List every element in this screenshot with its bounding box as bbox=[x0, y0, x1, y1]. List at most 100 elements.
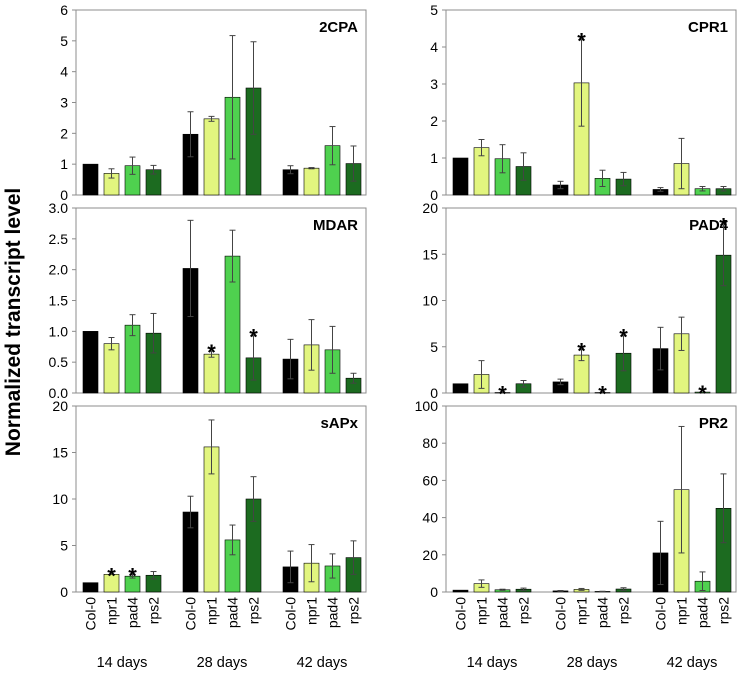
genotype-label: rps2 bbox=[346, 597, 362, 624]
y-tick-label: 1.0 bbox=[49, 323, 69, 339]
day-label: 14 days bbox=[467, 655, 518, 671]
y-tick-label: 0.5 bbox=[49, 354, 69, 370]
genotype-label: Col-0 bbox=[453, 597, 469, 631]
y-tick-label: 60 bbox=[422, 472, 438, 488]
significance-star: * bbox=[577, 339, 586, 364]
panel-cpr1: 0 1 2 3 4 5 CPR1 * bbox=[430, 2, 737, 203]
significance-star: * bbox=[249, 325, 258, 350]
significance-star: * bbox=[698, 381, 707, 406]
genotype-label: npr1 bbox=[204, 597, 220, 625]
bar-pad4 bbox=[494, 392, 511, 394]
genotype-label: rps2 bbox=[716, 597, 732, 624]
panel-frame bbox=[445, 9, 737, 196]
significance-star: * bbox=[207, 340, 216, 365]
y-tick-label: 0 bbox=[430, 187, 438, 203]
panel-2cpa: 0 1 2 3 4 5 6 2CPA bbox=[60, 2, 367, 203]
panel-title: 2CPA bbox=[319, 19, 358, 36]
bar-npr1 bbox=[203, 118, 220, 196]
y-tick-label: 10 bbox=[422, 293, 438, 309]
y-tick-label: 20 bbox=[422, 200, 438, 216]
genotype-label: Col-0 bbox=[283, 597, 299, 631]
genotype-label: pad4 bbox=[595, 597, 611, 628]
y-tick-label: 3.0 bbox=[49, 200, 69, 216]
bar-npr1 bbox=[103, 343, 120, 394]
genotype-label: Col-0 bbox=[653, 597, 669, 631]
y-tick-label: 1 bbox=[60, 156, 68, 172]
panels: 0 1 2 3 4 5 6 2CPA 0 1 2 3 4 5 CPR1 * 0.0 0.5 1.0 1.5 2.0 2.5… bbox=[49, 2, 737, 671]
day-label: 28 days bbox=[197, 655, 248, 671]
y-tick-label: 2 bbox=[60, 125, 68, 141]
y-tick-label: 6 bbox=[60, 2, 68, 18]
y-tick-label: 3 bbox=[60, 95, 68, 111]
y-tick-label: 0 bbox=[430, 385, 438, 401]
genotype-label: Col-0 bbox=[553, 597, 569, 631]
y-tick-label: 4 bbox=[430, 39, 438, 55]
bar-col-0 bbox=[452, 383, 469, 394]
y-tick-label: 4 bbox=[60, 64, 68, 80]
day-label: 28 days bbox=[567, 655, 618, 671]
genotype-label: pad4 bbox=[695, 597, 711, 628]
bar-col-0 bbox=[452, 157, 469, 196]
bar-col-0 bbox=[82, 582, 99, 593]
bar-npr1 bbox=[303, 167, 320, 196]
y-tick-label: 15 bbox=[422, 246, 438, 262]
significance-star: * bbox=[719, 214, 728, 239]
y-tick-label: 3 bbox=[430, 76, 438, 92]
genotype-label: rps2 bbox=[516, 597, 532, 624]
day-label: 42 days bbox=[297, 655, 348, 671]
y-tick-label: 5 bbox=[430, 2, 438, 18]
bar-pad4 bbox=[694, 391, 711, 394]
panel-frame bbox=[75, 405, 367, 593]
y-tick-label: 80 bbox=[422, 435, 438, 451]
y-tick-label: 2 bbox=[430, 113, 438, 129]
panel-frame bbox=[75, 9, 367, 196]
significance-star: * bbox=[598, 382, 607, 407]
panel-frame bbox=[445, 207, 737, 394]
y-tick-label: 20 bbox=[422, 547, 438, 563]
genotype-label: npr1 bbox=[304, 597, 320, 625]
panel-frame bbox=[75, 207, 367, 394]
x-axis-labels-left: Col-0 npr1 pad4 rps2 14 days Col-0 npr1 pad4 rps… bbox=[83, 597, 362, 671]
genotype-label: npr1 bbox=[574, 597, 590, 625]
panel-frame bbox=[445, 405, 737, 593]
significance-star: * bbox=[498, 382, 507, 407]
y-tick-label: 20 bbox=[52, 398, 68, 414]
y-tick-label: 2.5 bbox=[49, 231, 69, 247]
day-label: 14 days bbox=[97, 655, 148, 671]
significance-star: * bbox=[107, 563, 116, 588]
panel-sapx: 0 5 10 15 20 sAPx * * bbox=[52, 398, 367, 600]
y-tick-label: 2.0 bbox=[49, 262, 69, 278]
y-tick-label: 5 bbox=[430, 339, 438, 355]
y-tick-label: 1.5 bbox=[49, 293, 69, 309]
x-axis-labels-right: Col-0 npr1 pad4 rps2 14 days Col-0 npr1 pad4 rps… bbox=[453, 597, 732, 671]
y-tick-label: 0 bbox=[430, 584, 438, 600]
panel-mdar: 0.0 0.5 1.0 1.5 2.0 2.5 3.0 MDAR * * bbox=[49, 200, 367, 401]
panel-title: sAPx bbox=[320, 415, 358, 432]
genotype-label: pad4 bbox=[495, 597, 511, 628]
genotype-label: Col-0 bbox=[83, 597, 99, 631]
panel-title: MDAR bbox=[313, 217, 358, 234]
genotype-label: pad4 bbox=[125, 597, 141, 628]
y-axis-label: Normalized transcript level bbox=[2, 188, 25, 456]
y-tick-label: 100 bbox=[415, 398, 439, 414]
significance-star: * bbox=[619, 325, 628, 350]
significance-star: * bbox=[577, 29, 586, 54]
genotype-label: npr1 bbox=[674, 597, 690, 625]
genotype-label: pad4 bbox=[225, 597, 241, 628]
panel-title: CPR1 bbox=[688, 19, 728, 36]
y-tick-label: 10 bbox=[52, 491, 68, 507]
panel-title: PR2 bbox=[699, 415, 728, 432]
bar-col-0 bbox=[82, 163, 99, 196]
day-label: 42 days bbox=[667, 655, 718, 671]
panel-pr2: 0 20 40 60 80 100 PR2 bbox=[415, 398, 737, 600]
panel-title: PAD4 bbox=[689, 217, 729, 234]
y-tick-label: 5 bbox=[60, 33, 68, 49]
bar-col-0 bbox=[452, 589, 469, 593]
bar-col-0 bbox=[82, 331, 99, 394]
significance-star: * bbox=[128, 563, 137, 588]
y-tick-label: 0 bbox=[60, 187, 68, 203]
bar-npr1 bbox=[103, 574, 120, 593]
genotype-label: npr1 bbox=[104, 597, 120, 625]
